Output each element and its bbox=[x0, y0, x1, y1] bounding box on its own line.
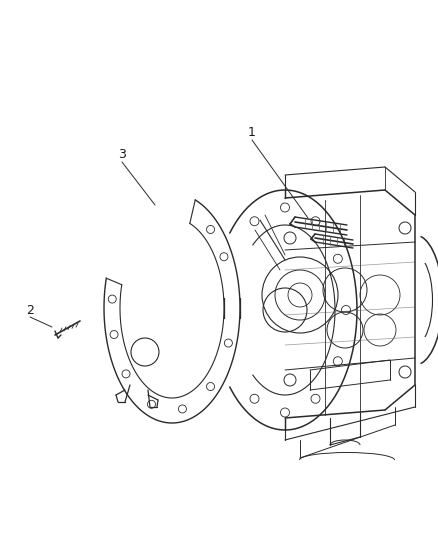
Text: 2: 2 bbox=[26, 303, 34, 317]
Text: 1: 1 bbox=[248, 126, 256, 140]
Text: 3: 3 bbox=[118, 149, 126, 161]
